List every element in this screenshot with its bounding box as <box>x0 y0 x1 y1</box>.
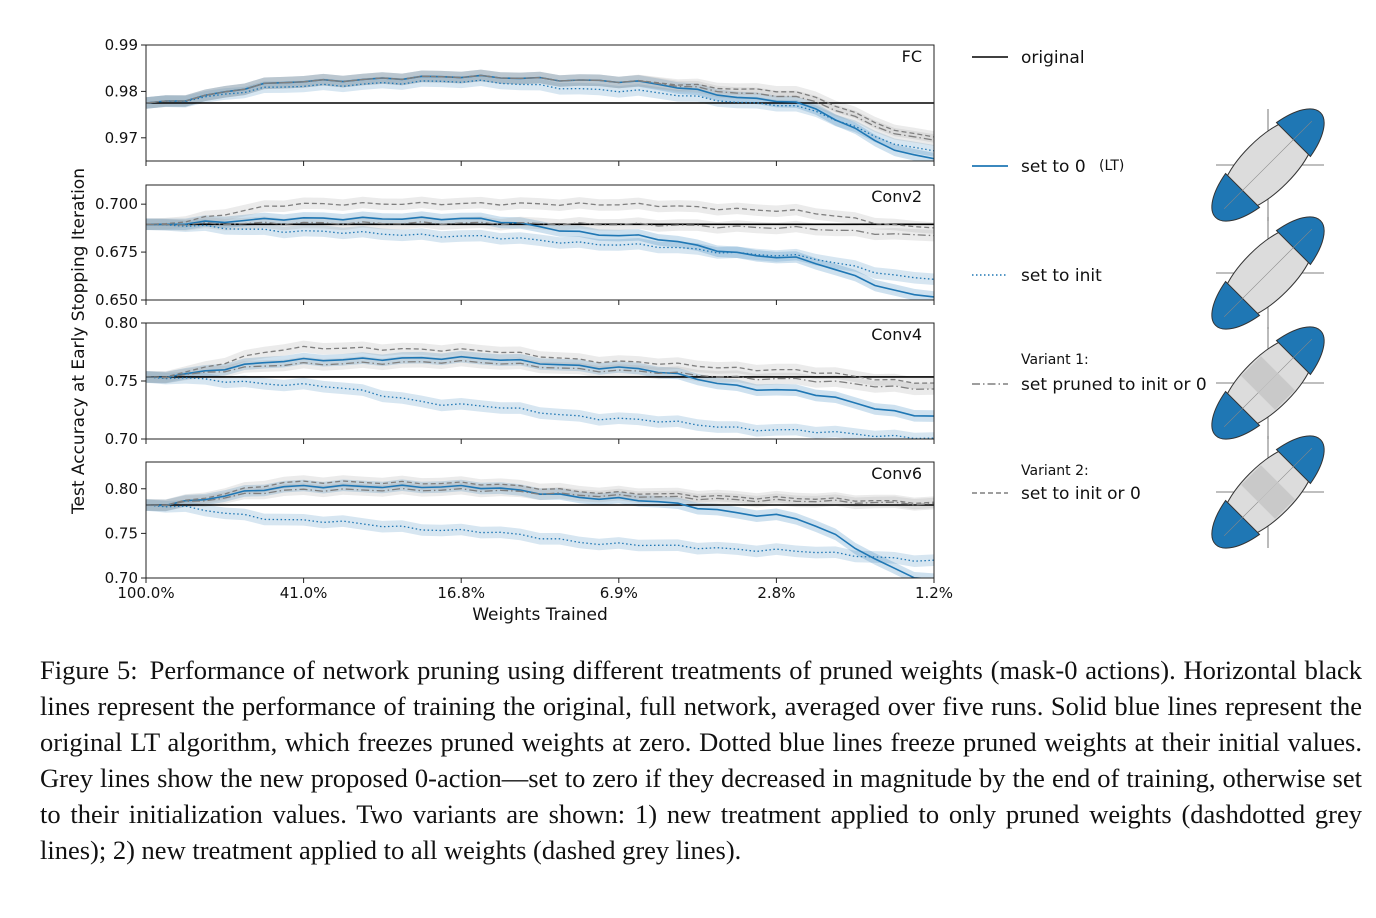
series-line-set-to-init <box>146 79 934 152</box>
panel-fc: 0.99 0.98 0.97 FC <box>105 36 935 166</box>
series-line-set-to-0 <box>146 74 934 160</box>
plot-area <box>146 475 934 578</box>
x-tick-label: 2.8% <box>757 584 795 602</box>
panel-conv6: 0.80 0.75 0.70 Conv6 <box>105 461 935 587</box>
ellipse-diagram-icon <box>1211 326 1325 440</box>
legend-variant2-title: Variant 2: <box>1021 463 1089 479</box>
legend-set-to-init-label: set to init <box>1021 266 1102 286</box>
axes-frame <box>145 44 935 162</box>
band-set-to-init <box>146 371 934 439</box>
plot-area <box>146 340 934 439</box>
series-line-set-pruned-to-init-or-0 <box>146 74 934 141</box>
ellipse-diagram-icon <box>1211 435 1325 549</box>
ellipse-diagram-icon <box>1211 216 1325 330</box>
legend-variant2-label: set to init or 0 <box>1021 484 1141 504</box>
caption-label: Figure 5: <box>40 655 138 685</box>
legend: original set to 0 (LT) set to init Varia… <box>972 48 1207 504</box>
plot-area <box>146 69 934 161</box>
axes-frame <box>145 184 935 301</box>
series-line-set-to-0 <box>146 355 934 417</box>
band-set-to-init <box>146 218 934 285</box>
legend-variant1-title: Variant 1: <box>1021 352 1089 368</box>
band-set-to-0 <box>146 211 934 300</box>
series-line-set-to-init <box>146 223 934 280</box>
series-line-set-to-0 <box>146 216 934 298</box>
y-tick-label: 0.75 <box>105 524 138 542</box>
legend-set-to-0-label: set to 0 <box>1021 157 1086 177</box>
band-set-to-init <box>146 499 934 567</box>
series-line-set-pruned-to-init-or-0 <box>146 221 934 237</box>
y-axis-label: Test Accuracy at Early Stopping Iteratio… <box>69 168 89 515</box>
x-tick-label: 6.9% <box>600 584 638 602</box>
series-line-set-to-init-or-0 <box>146 201 934 229</box>
ellipse-diagram-icons <box>1211 108 1325 549</box>
band-set-pruned-to-init-or-0 <box>146 354 934 396</box>
y-tick-label: 0.650 <box>95 291 138 309</box>
plot-area <box>146 196 934 300</box>
x-tick-label: 100.0% <box>117 584 174 602</box>
x-axis-label: Weights Trained <box>472 605 608 625</box>
axes-frame <box>145 461 935 579</box>
band-set-pruned-to-init-or-0 <box>146 482 934 512</box>
panel-title: FC <box>902 47 922 66</box>
y-tick-label: 0.75 <box>105 372 138 390</box>
y-tick-label: 0.70 <box>105 430 138 448</box>
y-tick-label: 0.675 <box>95 243 138 261</box>
band-set-to-0 <box>146 479 934 578</box>
y-tick-label: 0.97 <box>105 129 138 147</box>
chart-panels: 0.990.980.97FC0.7000.6750.650Conv20.800.… <box>95 36 953 602</box>
band-set-to-init-or-0 <box>146 69 934 143</box>
panel-conv4: 0.80 0.75 0.70 Conv4 <box>105 314 935 448</box>
y-tick-label: 0.99 <box>105 36 138 54</box>
legend-lt-tag: (LT) <box>1099 158 1124 174</box>
caption-text: Performance of network pruning using dif… <box>40 655 1362 865</box>
band-set-to-init-or-0 <box>146 340 934 389</box>
y-tick-label: 0.80 <box>105 480 138 498</box>
ellipse-diagram-icon <box>1211 108 1325 222</box>
figure: 0.990.980.97FC0.7000.6750.650Conv20.800.… <box>69 36 1325 625</box>
panel-title: Conv2 <box>871 187 922 206</box>
figure-caption: Figure 5: Performance of network pruning … <box>40 652 1362 868</box>
x-tick-label: 1.2% <box>915 584 953 602</box>
legend-variant1-label: set pruned to init or 0 <box>1021 375 1207 395</box>
y-tick-label: 0.70 <box>105 569 138 587</box>
band-set-to-init-or-0 <box>146 196 934 234</box>
band-set-pruned-to-init-or-0 <box>146 216 934 242</box>
band-set-to-0 <box>146 350 934 422</box>
series-line-set-to-0 <box>146 484 929 578</box>
series-line-set-to-init <box>146 504 934 562</box>
y-tick-label: 0.700 <box>95 195 138 213</box>
band-set-to-init-or-0 <box>146 475 934 511</box>
x-tick-label: 16.8% <box>437 584 485 602</box>
x-tick-label: 41.0% <box>280 584 328 602</box>
panel-title: Conv4 <box>871 325 922 344</box>
y-tick-label: 0.80 <box>105 314 138 332</box>
legend-original-label: original <box>1021 48 1085 68</box>
panel-conv2: 0.700 0.675 0.650 Conv2 <box>95 184 935 309</box>
panel-title: Conv6 <box>871 464 922 483</box>
y-tick-label: 0.98 <box>105 82 138 100</box>
